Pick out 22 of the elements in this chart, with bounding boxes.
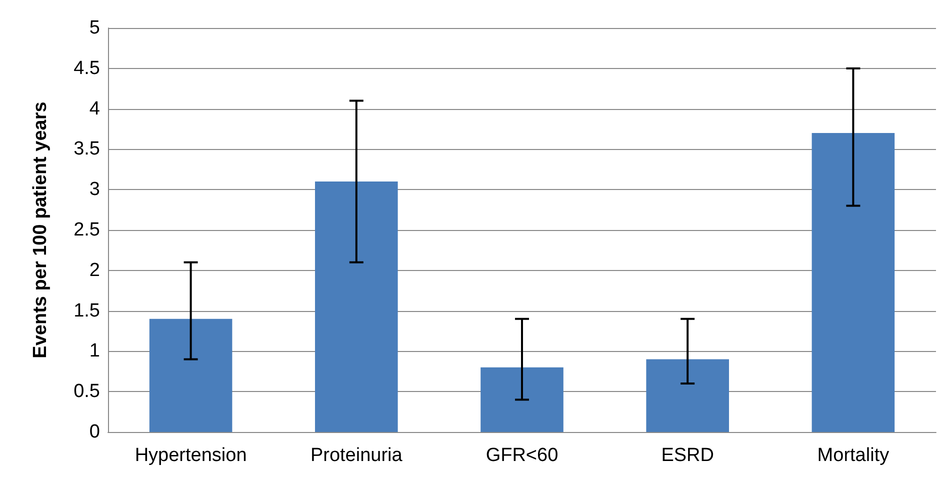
y-tick-label: 5 — [89, 18, 100, 38]
y-tick-label: 0.5 — [74, 381, 100, 402]
y-tick-label: 3.5 — [74, 138, 100, 160]
x-tick-label: Proteinuria — [310, 445, 403, 466]
y-tick-label: 3 — [89, 179, 100, 200]
x-tick-label: GFR<60 — [486, 445, 558, 466]
x-tick-label: Mortality — [817, 445, 890, 466]
y-tick-label: 0 — [89, 422, 100, 442]
y-axis-title: Events per 100 patient years — [30, 102, 51, 358]
y-tick-label: 1.5 — [74, 300, 100, 322]
bar — [812, 133, 895, 432]
bar — [315, 182, 398, 432]
bar — [149, 318, 232, 432]
y-tick-label: 2 — [89, 260, 100, 281]
y-tick-label: 4.5 — [74, 58, 100, 79]
bar — [480, 367, 564, 432]
y-tick-label: 4 — [89, 98, 100, 120]
y-tick-label: 1 — [89, 340, 100, 362]
x-tick-label: ESRD — [661, 445, 714, 466]
y-tick-label: 2.5 — [74, 220, 100, 240]
x-tick-label: Hypertension — [134, 445, 247, 466]
bar — [646, 359, 729, 432]
